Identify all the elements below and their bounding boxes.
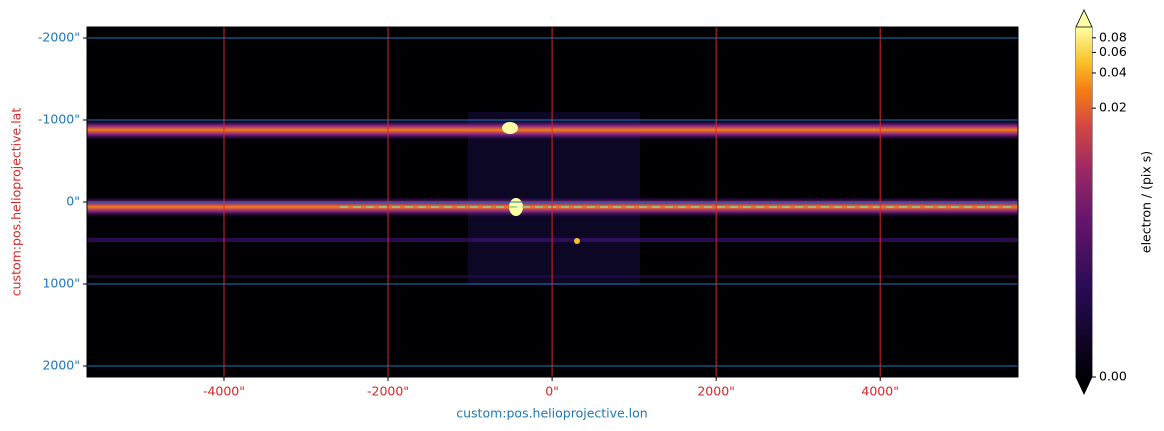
colorbar-label: electron / (pix s) xyxy=(1139,151,1154,253)
bright-spot xyxy=(574,238,580,244)
axes: -4000" -2000" 0" 2000" 4000" -2000" -1000" 0" 10… xyxy=(38,26,1127,399)
y-tick-label: -1000" xyxy=(38,111,80,126)
colorbar-tick-label: 0.08 xyxy=(1099,29,1127,44)
x-tick-label: -4000" xyxy=(203,384,245,399)
y-tick-label: -2000" xyxy=(38,29,80,44)
x-tick-label: 2000" xyxy=(697,384,735,399)
bright-spot xyxy=(502,122,518,134)
axes-frame xyxy=(86,26,1019,378)
y-tick-label: 2000" xyxy=(42,358,80,373)
x-tick-label: -2000" xyxy=(367,384,409,399)
y-axis-label: custom:pos.helioprojective.lat xyxy=(9,108,24,297)
colorbar xyxy=(1076,27,1092,377)
x-tick-label: 0" xyxy=(545,384,559,399)
x-axis-label: custom:pos.helioprojective.lon xyxy=(456,406,647,421)
colorbar-extend-max xyxy=(1075,9,1093,28)
y-tick-label: 0" xyxy=(66,194,80,209)
colorbar-tick-label: 0.00 xyxy=(1099,369,1127,384)
colorbar-extend-min xyxy=(1075,376,1093,395)
colorbar-tick-label: 0.04 xyxy=(1099,64,1127,79)
y-tick-label: 1000" xyxy=(42,276,80,291)
colorbar-tick-label: 0.02 xyxy=(1099,100,1127,115)
colorbar-tick-label: 0.06 xyxy=(1099,44,1127,59)
x-tick-label: 4000" xyxy=(861,384,899,399)
